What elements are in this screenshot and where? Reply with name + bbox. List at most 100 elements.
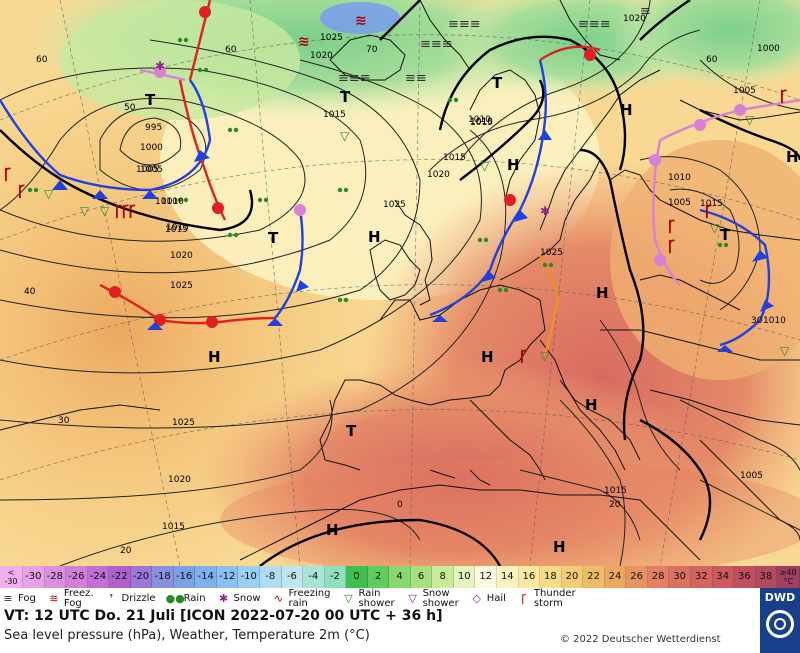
scale-cell: -6 (281, 566, 304, 588)
scale-cell: 22 (583, 566, 605, 588)
scale-low-bottom: -30 (4, 577, 18, 586)
svg-text:≡≡≡: ≡≡≡ (420, 37, 453, 52)
isobar-label: 1015 (443, 153, 466, 163)
temp-warm-russia (610, 140, 800, 380)
hail-icon: ◇ (472, 592, 481, 605)
legend-label: Rain shower (358, 589, 394, 609)
svg-text:≡: ≡ (640, 4, 651, 19)
freezing-rain-icon: ∿ (273, 592, 284, 605)
scale-high-top: ≥40 (779, 568, 797, 577)
isobar-label: 1020 (170, 251, 193, 261)
legend-label: Freezing rain (289, 589, 331, 609)
scale-cell: 24 (604, 566, 627, 588)
legend-label: Snow shower (423, 589, 459, 609)
scale-cell: 12 (475, 566, 498, 588)
scale-cell: 38 (755, 566, 778, 588)
svg-text:▽: ▽ (780, 344, 790, 358)
high-center: H (481, 348, 494, 366)
isobar-label: 1010 (470, 117, 493, 127)
svg-text:Ꞅ: Ꞅ (520, 348, 527, 364)
svg-text:▽: ▽ (44, 187, 54, 201)
fog-icon: ≡ (3, 592, 13, 605)
scale-cell: 30 (669, 566, 691, 588)
scale-cell-low: < -30 (0, 566, 23, 588)
isobar-label: 1015 (470, 118, 493, 128)
legend-item-thunderstorm: Ꞅ Thunder storm (516, 588, 576, 609)
high-center: H (620, 101, 633, 119)
map-subtitle: Sea level pressure (hPa), Weather, Tempe… (4, 628, 370, 643)
legend-label-line: rain (288, 598, 308, 609)
legend-item-freezing_rain: ∿ Freezing rain (271, 589, 331, 609)
legend-item-freez_fog: ≋ Freez. Fog (46, 589, 93, 609)
scale-cell-high: ≥40 °C (777, 566, 800, 588)
low-center: T (492, 74, 503, 92)
isobar-label: 1000 (140, 143, 163, 153)
snow-shower-icon: ▽ (408, 592, 417, 605)
isobar-label: 1015 (162, 522, 185, 532)
scale-cell: 18 (540, 566, 562, 588)
scale-cell: -24 (87, 566, 110, 588)
isobar-label: 1025 (383, 200, 406, 210)
legend-item-snow: ✱ Snow (216, 592, 261, 606)
isobar-label: 1020 (427, 170, 450, 180)
svg-text:≋: ≋ (355, 13, 367, 29)
scale-cell: -14 (195, 566, 217, 588)
legend-item-rain: ●● Rain (166, 592, 206, 606)
thunderstorm-icon: Ꞅ (521, 592, 527, 605)
scale-cell: -26 (66, 566, 88, 588)
scale-low-top: < (7, 568, 15, 577)
scale-cell: 4 (389, 566, 411, 588)
freezing-fog-icon: ≋ (49, 592, 59, 605)
scale-cell: -4 (303, 566, 325, 588)
legend-label-line: Hail (486, 593, 506, 604)
svg-text:Ꞅ: Ꞅ (705, 203, 712, 219)
scale-cell: -28 (44, 566, 67, 588)
scale-cell: 28 (647, 566, 670, 588)
scale-cell: 8 (432, 566, 454, 588)
legend-label-line: shower (358, 598, 395, 609)
scale-cell: 36 (734, 566, 756, 588)
scale-cell: -12 (216, 566, 239, 588)
svg-text:Ꞅ: Ꞅ (780, 88, 787, 104)
legend-label: Snow (234, 594, 261, 604)
legend-label-line: Thunder (533, 588, 576, 599)
legend-label-line: shower (422, 598, 459, 609)
isobar-label: 1025 (172, 418, 195, 428)
legend-label-line: storm (533, 598, 563, 609)
scale-cell: 0 (346, 566, 368, 588)
temp-label: 60 (225, 45, 237, 55)
isobar-label: 1000 (757, 44, 780, 54)
svg-text:▽: ▽ (80, 204, 90, 218)
low-center: T (346, 422, 357, 440)
svg-text:✱: ✱ (155, 59, 165, 73)
legend-item-drizzle: ❜ Drizzle (104, 592, 156, 606)
svg-text:▽: ▽ (540, 349, 550, 363)
isobar-label: 1025 (320, 33, 343, 43)
isobar-label: 1010 (161, 197, 184, 207)
temp-hot-sahara (220, 460, 800, 566)
isobar-label: 1015 (165, 225, 188, 235)
legend-label: Hail (487, 594, 506, 604)
isobar-label: 1010 (155, 197, 178, 207)
svg-text:Ꞅ: Ꞅ (4, 166, 11, 182)
scale-cell: 14 (497, 566, 519, 588)
scale-cell: -20 (130, 566, 153, 588)
svg-text:✱: ✱ (540, 204, 550, 218)
legend-label: Drizzle (122, 594, 156, 604)
front-symbols (52, 6, 774, 352)
high-center: H (208, 348, 221, 366)
legend-label-line: Rain (183, 593, 206, 604)
legend-label-line: Freezing (288, 588, 331, 599)
scale-cell: 26 (626, 566, 648, 588)
svg-text:▽: ▽ (340, 129, 350, 143)
temp-label: 70 (366, 45, 378, 55)
scale-cell: -10 (238, 566, 261, 588)
low-center: T (268, 229, 279, 247)
isobar-label: 1020 (623, 14, 646, 24)
isobar-label: 1015 (604, 486, 627, 496)
isobar-labels: 1025 1020 1015 1010 1005 1000 995 1025 1… (136, 14, 786, 532)
pressure-centers: T T T T T T H H H H H H H H H H (145, 74, 799, 556)
isobar-label: 1010 (763, 316, 786, 326)
